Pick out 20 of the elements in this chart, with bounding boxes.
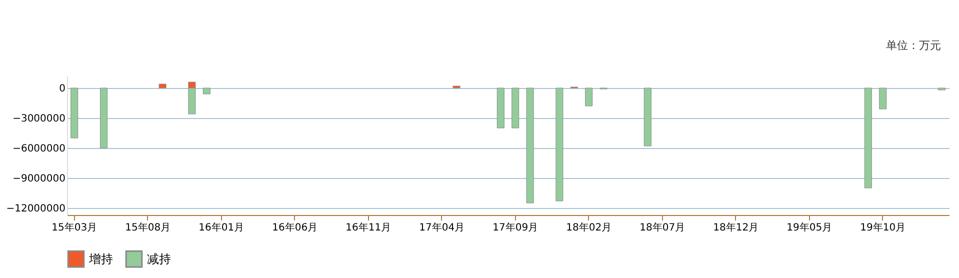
x-tick-label: 15年03月	[52, 222, 98, 234]
x-tick-label: 19年05月	[786, 222, 832, 234]
y-tick-label: −12000000	[6, 204, 66, 214]
x-tick-label: 18年12月	[713, 222, 759, 234]
x-tick-label: 17年09月	[492, 222, 538, 234]
x-tick-label: 16年11月	[346, 222, 392, 234]
x-tick-label: 15年08月	[125, 222, 171, 234]
x-tick-label: 19年10月	[860, 222, 906, 234]
y-tick-label: −6000000	[12, 144, 66, 154]
y-tick-label: −9000000	[12, 174, 66, 184]
x-tick-label: 16年06月	[272, 222, 318, 234]
y-tick-label: −3000000	[12, 114, 66, 124]
x-tick-label: 16年01月	[198, 222, 244, 234]
legend-label: 减持	[147, 252, 171, 266]
x-tick-label: 18年07月	[640, 222, 686, 234]
legend-label: 增持	[88, 252, 113, 266]
text: 单位：万元	[886, 39, 941, 52]
x-tick-label: 17年04月	[419, 222, 465, 234]
x-tick-label: 18年02月	[566, 222, 612, 234]
y-tick-label: 0	[59, 84, 66, 94]
